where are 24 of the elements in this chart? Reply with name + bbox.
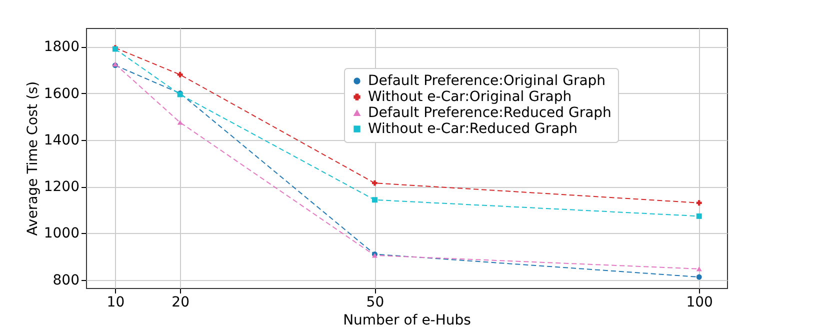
- y-tick-label: 1600: [44, 86, 80, 102]
- x-tick-label: 100: [686, 294, 713, 310]
- legend-label: Default Preference:Reduced Graph: [368, 105, 612, 121]
- point: [177, 72, 183, 78]
- point: [372, 180, 378, 186]
- y-tick-label: 1800: [44, 39, 80, 56]
- legend-label: Default Preference:Original Graph: [368, 73, 606, 89]
- x-tick-label: 10: [106, 294, 125, 310]
- x-axis-title: Number of e-Hubs: [343, 312, 471, 327]
- y-tick-label: 1400: [44, 132, 80, 148]
- legend-label: Without e-Car:Reduced Graph: [368, 121, 578, 137]
- y-tick-label: 1200: [44, 179, 80, 196]
- legend-label: Without e-Car:Original Graph: [368, 89, 572, 105]
- point: [696, 266, 702, 272]
- point: [696, 274, 702, 280]
- point: [372, 197, 378, 203]
- y-axis-title: Average Time Cost (s): [24, 81, 41, 236]
- point: [696, 213, 702, 219]
- x-tick-label: 50: [366, 294, 384, 310]
- point: [177, 120, 183, 125]
- x-tick-label: 20: [172, 294, 190, 310]
- y-tick-label: 1000: [44, 226, 80, 242]
- point: [696, 200, 702, 206]
- y-tick-label: 800: [52, 272, 80, 288]
